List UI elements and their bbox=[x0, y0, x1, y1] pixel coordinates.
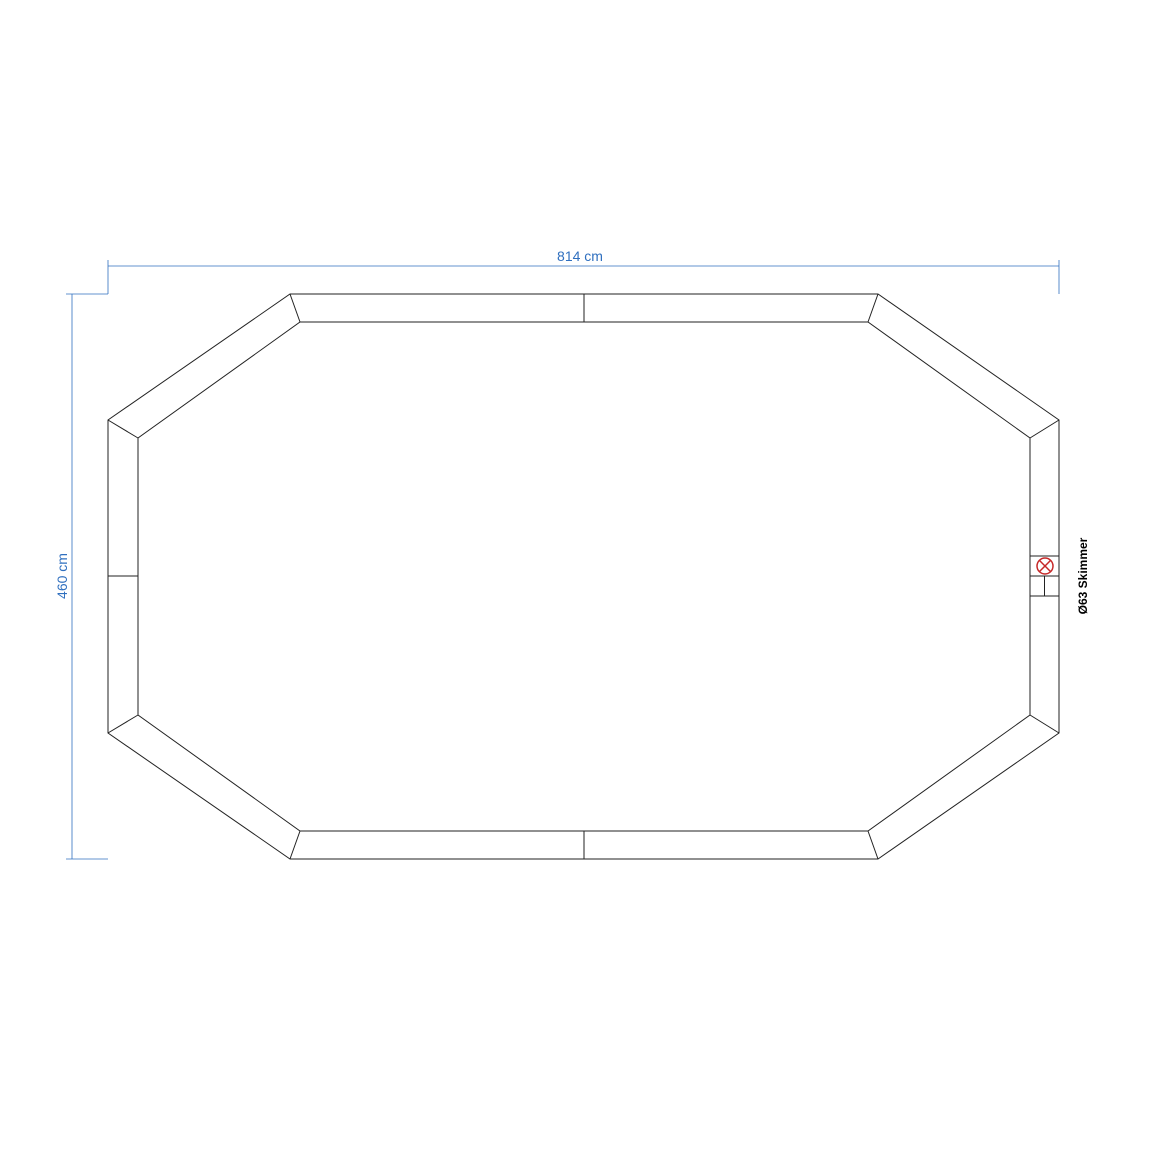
dimension-width: 814 cm bbox=[108, 248, 1059, 294]
frame-corner-seam bbox=[1030, 715, 1059, 733]
skimmer: Ø63 Skimmer bbox=[1030, 537, 1090, 614]
skimmer-label: Ø63 Skimmer bbox=[1076, 537, 1090, 614]
frame-corner-seam bbox=[868, 294, 878, 322]
frame-outer bbox=[108, 294, 1059, 859]
frame-corner-seam bbox=[108, 715, 138, 733]
frame-corner-seam bbox=[290, 831, 300, 859]
dimension-height: 460 cm bbox=[54, 294, 108, 859]
dimension-height-label: 460 cm bbox=[54, 553, 70, 599]
frame-corner-seam bbox=[290, 294, 300, 322]
frame-corner-seam bbox=[868, 831, 878, 859]
frame-corner-seam bbox=[108, 420, 138, 438]
frame-corner-seam bbox=[1030, 420, 1059, 438]
dimension-width-label: 814 cm bbox=[557, 248, 603, 264]
pool-frame bbox=[108, 294, 1059, 859]
frame-inner bbox=[138, 322, 1030, 831]
drawing-canvas: 814 cm 460 cm Ø63 Skimmer bbox=[0, 0, 1159, 1159]
